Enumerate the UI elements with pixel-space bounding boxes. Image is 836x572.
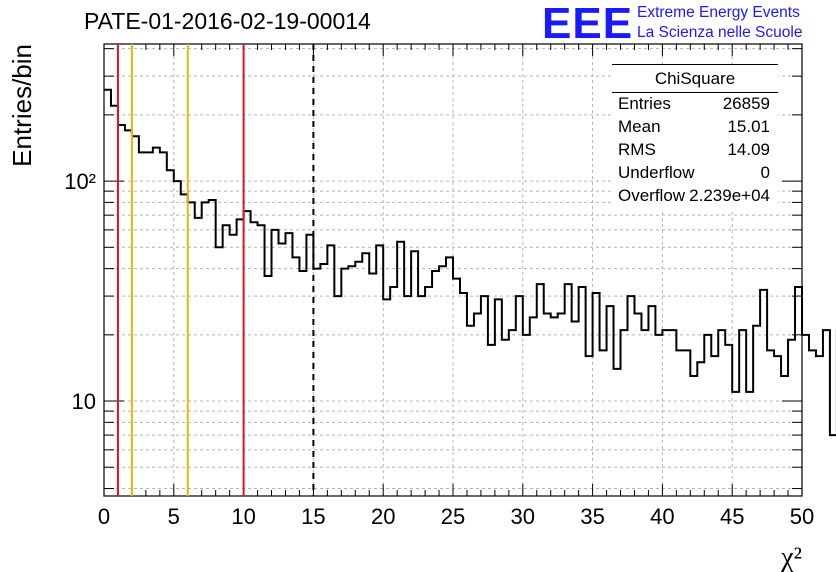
stats-value: 15.01 xyxy=(727,117,770,136)
x-tick-label: 25 xyxy=(441,504,465,529)
stats-title: ChiSquare xyxy=(654,69,736,88)
eee-logo: EEE xyxy=(542,0,634,48)
y-axis-label: Entries/bin xyxy=(7,44,37,167)
x-tick-label: 50 xyxy=(790,504,814,529)
stats-row-underflow: Underflow 0 xyxy=(618,163,770,185)
x-tick-label: 10 xyxy=(231,504,255,529)
stats-value: 2.239e+04 xyxy=(689,186,770,205)
stats-value: 26859 xyxy=(722,94,770,113)
x-tick-label: 30 xyxy=(511,504,535,529)
x-tick-label: 0 xyxy=(98,504,110,529)
x-tick-label: 40 xyxy=(650,504,674,529)
stats-label: RMS xyxy=(618,140,656,159)
logo-line-2: La Scienza nelle Scuole xyxy=(637,24,803,41)
x-tick-label: 20 xyxy=(371,504,395,529)
x-tick-label: 45 xyxy=(720,504,744,529)
x-tick-label: 35 xyxy=(580,504,604,529)
stats-row-mean: Mean 15.01 xyxy=(618,117,770,139)
histogram-series xyxy=(104,88,836,437)
stats-label: Overflow xyxy=(618,186,686,205)
stats-divider xyxy=(612,92,778,93)
stats-row-entries: Entries 26859 xyxy=(618,94,770,116)
stats-value: 14.09 xyxy=(727,140,770,159)
x-tick-label: 5 xyxy=(168,504,180,529)
stats-value: 0 xyxy=(760,163,770,182)
stats-row-rms: RMS 14.09 xyxy=(618,140,770,162)
stats-label: Underflow xyxy=(618,163,695,182)
x-axis-label: χ² xyxy=(780,542,802,572)
logo-line-1: Extreme Energy Events xyxy=(637,4,800,21)
y-tick-label: 10² xyxy=(64,169,96,194)
stats-label: Entries xyxy=(618,94,671,113)
y-tick-label: 10 xyxy=(72,389,96,414)
x-tick-label: 15 xyxy=(301,504,325,529)
stats-label: Mean xyxy=(618,117,661,136)
stats-row-overflow: Overflow 2.239e+04 xyxy=(618,186,770,208)
chart-title: PATE-01-2016-02-19-00014 xyxy=(84,8,371,34)
stats-box: ChiSquare Entries 26859 Mean 15.01 RMS 1… xyxy=(612,64,778,211)
